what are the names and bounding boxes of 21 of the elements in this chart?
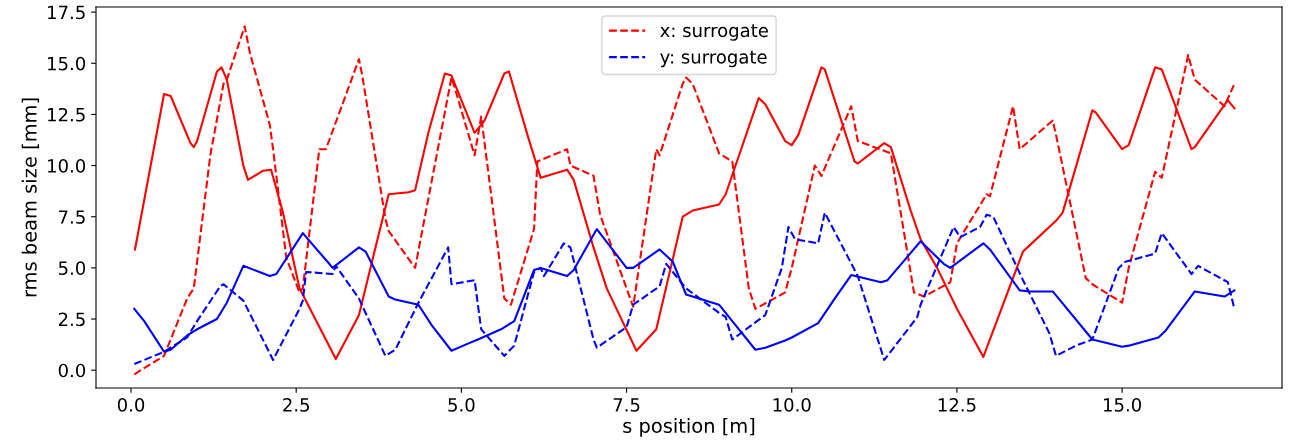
x-tick-label: 5.0: [448, 398, 475, 412]
x-tick-label: 15.0: [1103, 398, 1142, 412]
legend-label: x: surrogate: [660, 24, 768, 41]
y-tick-label: 17.5: [48, 5, 85, 20]
line-series: [133, 25, 1236, 376]
x-tick-label: 7.5: [613, 398, 640, 412]
y-tick-label: 0.0: [58, 363, 86, 378]
y-tick-label: 2.5: [58, 312, 85, 327]
y-axis-title: rms beam size [mm]: [21, 98, 40, 297]
legend-label: y: surrogate: [660, 50, 767, 68]
y-tick-label: 5.0: [58, 261, 86, 276]
y-tick-label: 7.5: [59, 210, 85, 224]
line-series: [133, 211, 1236, 366]
x-tick-label: 2.5: [283, 398, 309, 412]
y-tick-label: 12.5: [48, 107, 85, 122]
x-tick-label: 0.0: [117, 398, 145, 412]
x-tick-label: 12.5: [938, 398, 976, 412]
y-tick-label: 15.0: [48, 56, 86, 71]
x-tick-label: 10.0: [773, 398, 811, 412]
y-tick-label: 10.0: [48, 159, 86, 173]
x-axis-title: s position [m]: [623, 417, 755, 437]
